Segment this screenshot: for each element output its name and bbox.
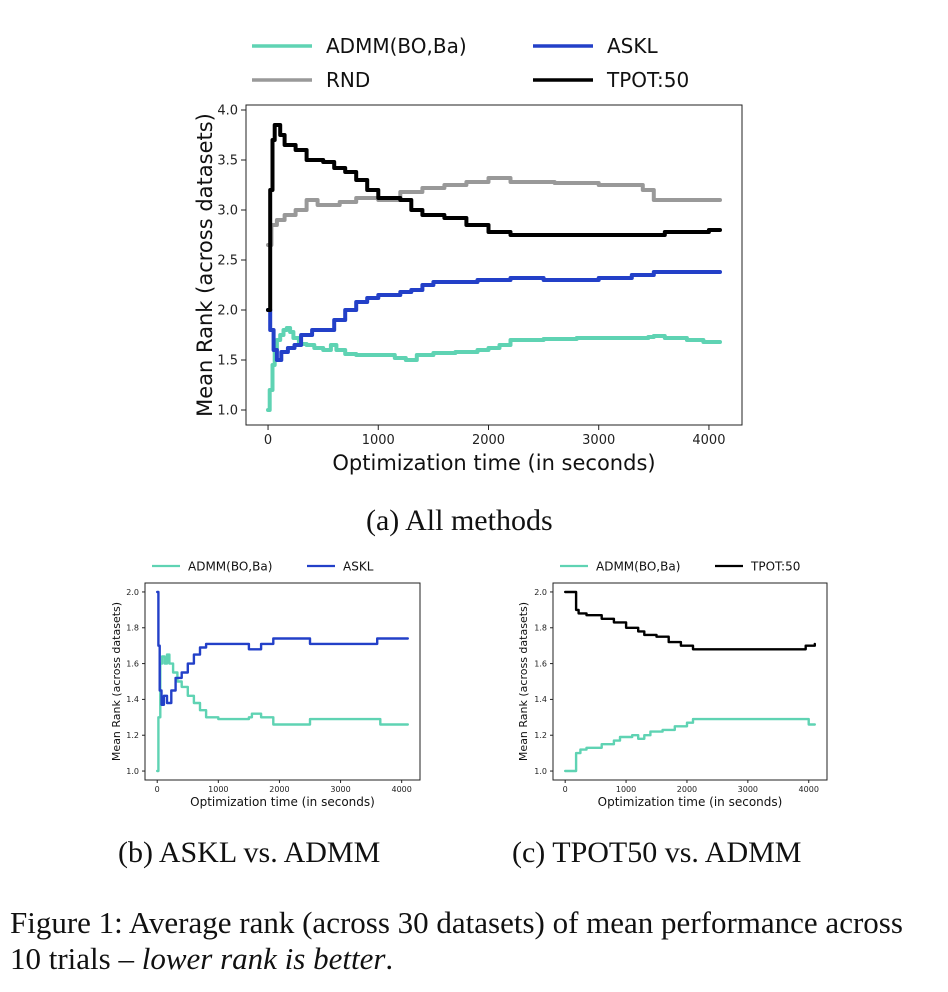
main-plot-frame [245,104,743,426]
c-x-tick-label: 0 [563,785,568,794]
c-y-axis-label: Mean Rank (across datasets) [517,602,530,761]
b-legend-label: ASKL [343,559,374,573]
b-x-tick-label: 1000 [208,785,228,794]
b-y-tick-label: 1.4 [126,695,139,704]
c-x-tick-label: 2000 [677,785,697,794]
figure-caption: Figure 1: Average rank (across 30 datase… [10,905,940,977]
c-legend-label: TPOT:50 [750,559,800,573]
b-x-tick-label: 0 [155,785,160,794]
main-y-tick-label: 1.0 [217,404,238,419]
main-series-line-0 [266,326,722,412]
c-legend-label: ADMM(BO,Ba) [596,559,680,573]
figure-caption-end: . [385,941,394,976]
c-y-tick-label: 1.8 [534,624,547,633]
c-y-tick-label: 1.6 [534,659,547,668]
caption-b: (b) ASKL vs. ADMM [118,836,381,869]
main-legend-label: TPOT:50 [606,68,689,92]
main-x-axis-label: Optimization time (in seconds) [332,451,655,475]
b-x-tick-label: 2000 [269,785,289,794]
b-y-tick-label: 1.2 [126,731,139,740]
main-y-tick-label: 2.5 [217,254,238,269]
b-legend-label: ADMM(BO,Ba) [188,559,272,573]
b-series-line-1 [156,590,409,706]
c-x-axis-label: Optimization time (in seconds) [598,795,783,809]
c-y-tick-label: 1.0 [534,767,547,776]
main-x-tick-label: 0 [264,433,272,448]
main-x-tick-label: 3000 [582,433,615,448]
b-chart: 0 1000 2000 3000 4000 1.0 1.2 1.4 1.6 1.8 2.0 Optim… [110,559,421,809]
main-y-tick-label: 3.0 [217,204,238,219]
main-legend-label: ASKL [607,34,658,58]
main-chart: 0 1000 2000 3000 4000 1.0 1.5 2.0 2.5 3.0 3.5 4.0 Op… [193,34,743,475]
b-y-tick-label: 1.8 [126,624,139,633]
b-x-tick-label: 4000 [391,785,411,794]
c-chart: 0 1000 2000 3000 4000 1.0 1.2 1.4 1.6 1.8 2.0 Optim… [517,559,828,809]
c-x-tick-label: 1000 [616,785,636,794]
main-x-tick-label: 1000 [362,433,395,448]
b-series-line-0 [156,653,409,773]
caption-c: (c) TPOT50 vs. ADMM [512,836,802,869]
figure-caption-emphasis: lower rank is better [141,941,386,976]
c-y-tick-label: 1.2 [534,731,547,740]
c-x-tick-label: 4000 [799,785,819,794]
main-legend-label: ADMM(BO,Ba) [326,34,467,58]
b-y-axis-label: Mean Rank (across datasets) [110,602,123,761]
b-plot-frame [144,582,421,781]
main-y-tick-label: 3.5 [217,154,238,169]
caption-a: (a) All methods [366,504,553,537]
c-series-line-1 [564,590,816,651]
main-y-tick-label: 2.0 [217,304,238,319]
b-x-axis-label: Optimization time (in seconds) [190,795,375,809]
main-series-line-1 [266,270,722,362]
main-series-line-3 [266,123,722,312]
c-plot-frame [552,582,828,781]
main-y-tick-label: 4.0 [217,104,238,119]
main-x-tick-label: 4000 [692,433,725,448]
b-x-tick-label: 3000 [330,785,350,794]
main-legend-label: RND [326,68,370,92]
main-x-tick-label: 2000 [472,433,505,448]
b-y-tick-label: 2.0 [126,588,139,597]
main-y-axis-label: Mean Rank (across datasets) [193,113,217,417]
b-y-tick-label: 1.0 [126,767,139,776]
c-series-line-0 [564,717,816,773]
c-y-tick-label: 2.0 [534,588,547,597]
c-x-tick-label: 3000 [738,785,758,794]
c-y-tick-label: 1.4 [534,695,547,704]
b-y-tick-label: 1.6 [126,659,139,668]
figure-caption-text: Figure 1: Average rank (across 30 datase… [10,905,903,976]
main-y-tick-label: 1.5 [217,354,238,369]
